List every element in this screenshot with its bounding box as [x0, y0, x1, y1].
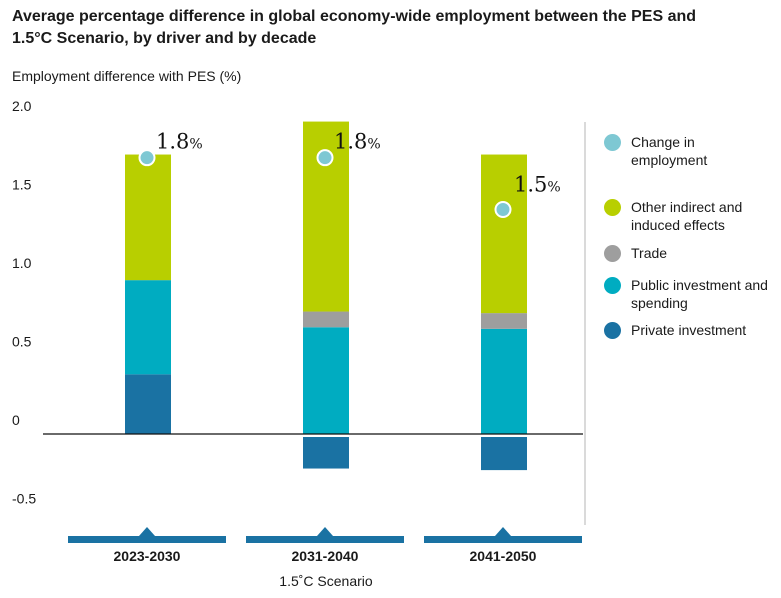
x-axis-label: 1.5˚C Scenario — [279, 573, 373, 589]
bar-segment — [303, 311, 349, 328]
y-tick-label: 0 — [12, 412, 20, 428]
legend-swatch-private-investment — [604, 322, 621, 339]
legend-item-change: Change in employment — [604, 133, 771, 169]
y-axis-label: Employment difference with PES (%) — [12, 68, 242, 84]
bar-segment — [125, 154, 171, 281]
legend-swatch-change — [604, 134, 621, 151]
legend-label-change: Change in employment — [631, 134, 708, 168]
legend-swatch-public-investment — [604, 277, 621, 294]
bar-segment — [303, 437, 349, 469]
change-marker — [316, 149, 334, 167]
bar-segment — [481, 437, 527, 471]
bar-segment — [125, 280, 171, 375]
bar-segment — [481, 313, 527, 329]
change-value-label: 1.5% — [514, 172, 561, 196]
y-tick-label: 1.0 — [12, 255, 32, 271]
change-value-label: 1.8% — [156, 130, 203, 154]
category-label: 2031-2040 — [292, 548, 359, 564]
change-marker — [494, 200, 512, 218]
bar-segment — [481, 154, 527, 314]
legend-item-private-investment: Private investment — [604, 321, 771, 339]
legend-item-public-investment: Public investment and spending — [604, 276, 771, 312]
legend-item-trade: Trade — [604, 244, 771, 262]
bar-segment — [303, 327, 349, 434]
category-pointer — [317, 527, 333, 536]
category-band — [424, 536, 582, 543]
y-tick-label: 2.0 — [12, 98, 32, 114]
legend-swatch-trade — [604, 245, 621, 262]
legend-swatch-other-indirect — [604, 199, 621, 216]
legend-item-other-indirect: Other indirect and induced effects — [604, 198, 771, 234]
category-label: 2023-2030 — [114, 548, 181, 564]
category-pointer — [495, 527, 511, 536]
category-band — [68, 536, 226, 543]
change-marker — [138, 149, 156, 167]
category-band — [246, 536, 404, 543]
y-tick-label: -0.5 — [12, 491, 36, 507]
bar-segment — [125, 374, 171, 434]
change-value-label: 1.8% — [334, 130, 381, 154]
y-tick-label: 0.5 — [12, 334, 32, 350]
chart-title: Average percentage difference in global … — [12, 8, 697, 47]
legend-label-other-indirect: Other indirect and induced effects — [631, 199, 743, 233]
y-tick-label: 1.5 — [12, 177, 32, 193]
legend-label-private-investment: Private investment — [631, 322, 747, 338]
legend: Change in employment Other indirect and … — [604, 0, 781, 598]
category-pointer — [139, 527, 155, 536]
bar-segment — [481, 328, 527, 434]
legend-label-public-investment: Public investment and spending — [631, 277, 768, 311]
category-label: 2041-2050 — [470, 548, 537, 564]
legend-label-trade: Trade — [631, 245, 668, 261]
